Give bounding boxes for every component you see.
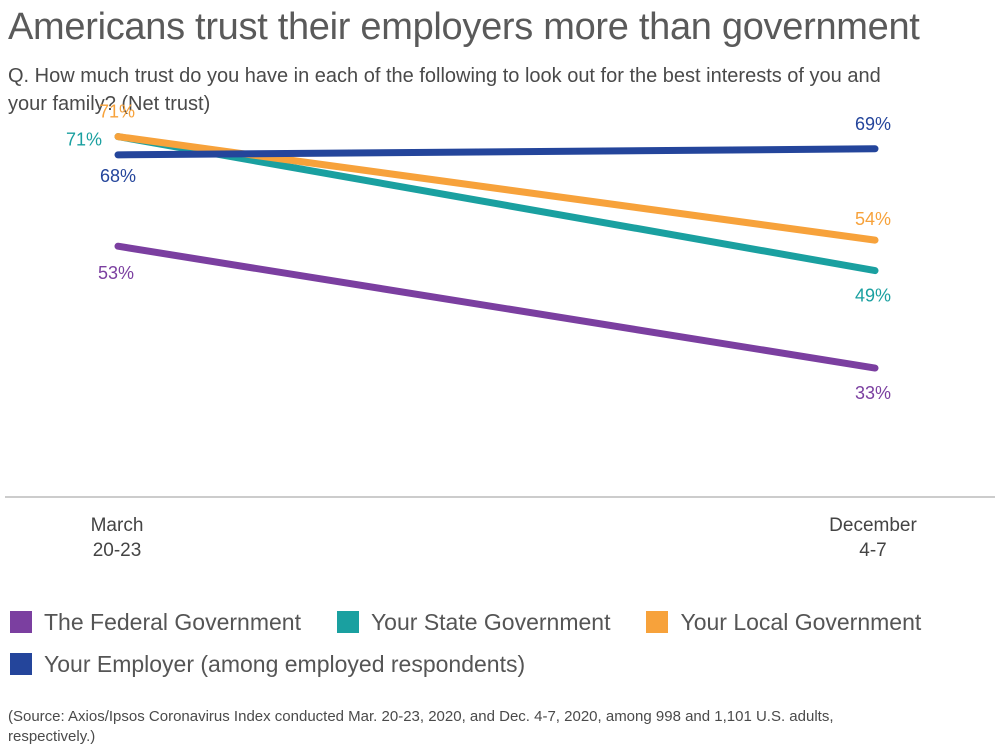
chart-title: Americans trust their employers more tha… (8, 6, 920, 48)
legend-swatch (10, 653, 32, 675)
legend: The Federal Government Your State Governm… (10, 604, 1000, 688)
data-label-your-state-government-1: 49% (855, 286, 891, 306)
chart-subtitle: Q. How much trust do you have in each of… (8, 65, 881, 115)
data-label-the-federal-government-0: 53% (98, 263, 134, 283)
legend-item-your-state-government: Your State Government (336, 608, 611, 636)
legend-item-your-local-government: Your Local Government (646, 609, 921, 636)
legend-label: The Federal Government (44, 608, 301, 635)
data-label-your-employer-among-employed-respondents-0: 68% (100, 166, 136, 186)
series-line-your-state-government (114, 133, 879, 275)
legend-row-0: The Federal Government Your State Governm… (10, 604, 1000, 640)
legend-item-the-federal-government: The Federal Government (10, 609, 301, 636)
legend-swatch (336, 611, 359, 633)
x-tick-label-1: December 4-7 (829, 515, 917, 561)
legend-label: Your Employer (among employed respondent… (44, 650, 526, 677)
data-label-your-local-government-0: 71% (99, 102, 135, 122)
data-label-your-state-government-0: 71% (66, 130, 102, 150)
legend-row-1: Your Employer (among employed respondent… (10, 646, 1000, 682)
data-label-your-local-government-1: 54% (855, 209, 891, 229)
x-tick-label-0: March 20-23 (91, 515, 144, 561)
series-line-the-federal-government (114, 242, 879, 372)
legend-swatch (646, 611, 669, 633)
source-note: (Source: Axios/Ipsos Coronavirus Index c… (8, 708, 834, 745)
data-label-the-federal-government-1: 33% (855, 383, 891, 403)
legend-swatch (10, 611, 32, 633)
legend-label: Your Local Government (680, 608, 922, 635)
line-chart: March 20-23 December 4-7 53% 33% 71% 49% 71% 54% 6… (5, 102, 995, 561)
legend-item-your-employer-among-employed-respondents: Your Employer (among employed respondent… (10, 651, 525, 678)
data-label-your-employer-among-employed-respondents-1: 69% (855, 114, 891, 134)
series-line-your-employer-among-employed-respondents (114, 145, 879, 159)
legend-label: Your State Government (370, 608, 611, 635)
